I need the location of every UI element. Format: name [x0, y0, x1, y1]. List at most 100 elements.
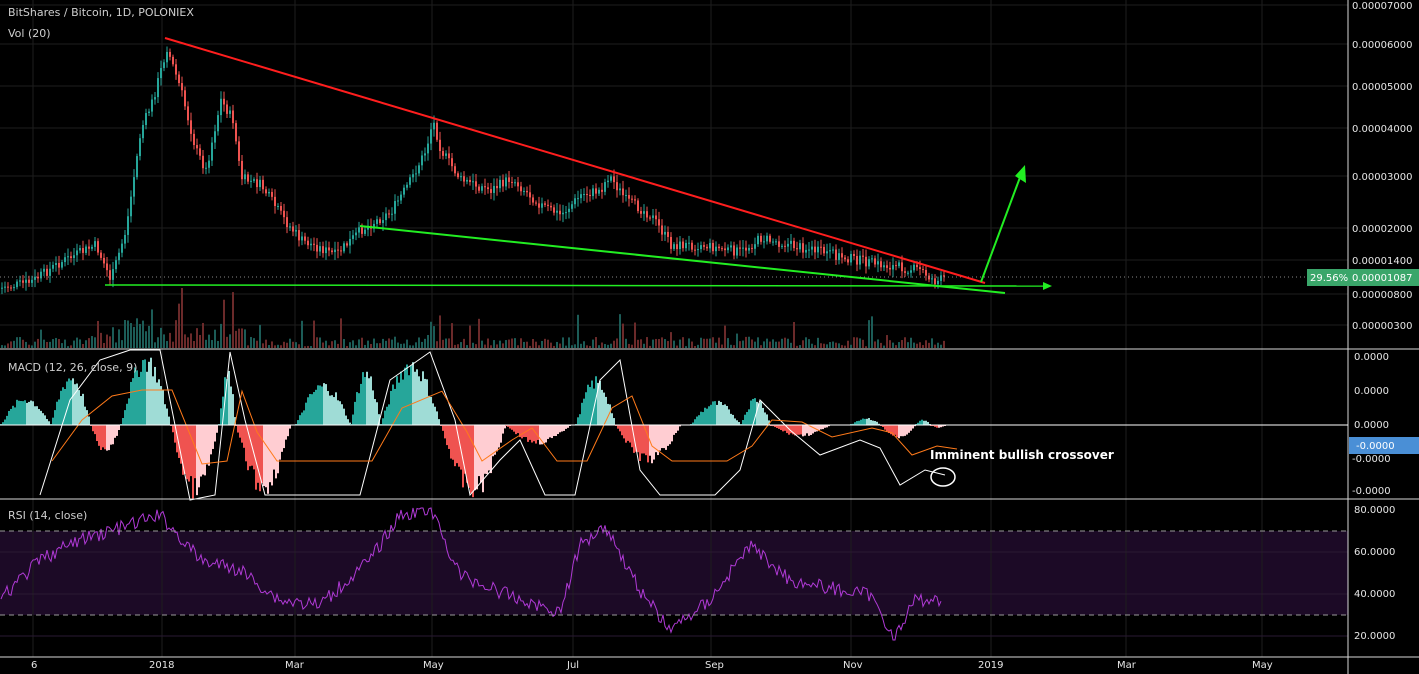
time-tick: Mar — [285, 660, 305, 671]
macd-bar — [140, 371, 142, 425]
volume-bar — [943, 340, 945, 348]
volume-bar — [379, 343, 381, 348]
candle — [154, 97, 156, 100]
volume-bar — [823, 343, 825, 348]
volume-bar — [247, 345, 249, 348]
candle — [487, 187, 489, 190]
volume-bar — [868, 320, 870, 348]
macd-bar — [255, 425, 257, 490]
volume-bar — [370, 344, 372, 348]
candle — [289, 226, 291, 228]
volume-bar — [766, 338, 768, 348]
candle — [568, 208, 570, 213]
volume-bar — [70, 345, 72, 348]
volume-bar — [934, 344, 936, 348]
macd-bar — [281, 425, 283, 452]
macd-bar — [370, 376, 372, 425]
volume-bar — [565, 345, 567, 348]
macd-bar — [20, 401, 22, 425]
macd-bar — [78, 390, 80, 425]
volume-bar — [937, 342, 939, 348]
candle — [781, 245, 783, 247]
candle — [193, 133, 195, 146]
macd-bar — [708, 406, 710, 425]
macd-bar — [448, 425, 450, 449]
candle — [127, 216, 129, 235]
volume-bar — [406, 339, 408, 348]
macd-bar — [303, 410, 305, 425]
macd-bar — [48, 421, 50, 425]
macd-bar — [212, 425, 214, 449]
macd-bar — [220, 408, 222, 425]
macd-bar — [182, 425, 184, 475]
candle — [514, 182, 516, 184]
macd-bar — [812, 425, 814, 434]
macd-bar — [343, 408, 345, 425]
macd-bar — [742, 420, 744, 425]
macd-bar — [529, 425, 531, 440]
macd-bar — [454, 425, 456, 467]
candle — [475, 181, 477, 187]
macd-bar — [16, 399, 18, 425]
candle — [346, 243, 348, 246]
volume-bar — [403, 343, 405, 348]
candle — [595, 188, 597, 194]
macd-bar — [325, 384, 327, 425]
candle — [271, 191, 273, 197]
volume-bar — [205, 339, 207, 348]
candle — [244, 174, 246, 180]
volume-bar — [478, 318, 480, 348]
candle — [301, 236, 303, 241]
candle — [898, 262, 900, 267]
macd-bar — [800, 425, 802, 435]
candle — [226, 104, 228, 114]
macd-bar — [339, 401, 341, 425]
candle — [157, 78, 159, 98]
macd-bar — [637, 425, 639, 453]
macd-bar — [178, 425, 180, 458]
candle — [838, 253, 840, 260]
macd-bar — [398, 382, 400, 425]
macd-bar — [106, 425, 108, 451]
candle — [565, 212, 567, 214]
volume-bar — [415, 342, 417, 348]
macd-bar — [884, 425, 886, 430]
candle — [421, 155, 423, 166]
macd-bar — [279, 425, 281, 460]
rsi-band — [0, 531, 1348, 615]
macd-bar — [605, 396, 607, 425]
volume-bar — [694, 346, 696, 348]
candle — [187, 106, 189, 121]
candle — [250, 180, 252, 182]
macd-bar — [166, 408, 168, 425]
macd-bar — [509, 425, 511, 429]
volume-bar — [58, 339, 60, 348]
volume-bar — [550, 342, 552, 348]
volume-bar — [508, 339, 510, 348]
volume-bar — [319, 337, 321, 348]
candle — [91, 246, 93, 249]
last-price-text: 0.00001087 — [1352, 273, 1412, 284]
macd-bar — [870, 420, 872, 425]
candle — [406, 184, 408, 188]
volume-bar — [661, 337, 663, 348]
macd-bar — [818, 425, 820, 431]
volume-bar — [238, 328, 240, 348]
candle — [58, 263, 60, 268]
macd-bar — [898, 425, 900, 439]
macd-bar — [188, 425, 190, 482]
macd-bar — [108, 425, 110, 451]
macd-bar — [567, 425, 569, 428]
volume-bar — [901, 340, 903, 348]
macd-bar — [780, 425, 782, 430]
candle — [679, 241, 681, 250]
macd-bar — [275, 425, 277, 479]
macd-bar — [878, 423, 880, 425]
macd-bar — [904, 425, 906, 436]
macd-bar — [645, 425, 647, 456]
volume-bar — [346, 346, 348, 348]
volume-bar — [595, 337, 597, 348]
volume-bar — [781, 338, 783, 348]
candle — [517, 182, 519, 187]
macd-bar — [623, 425, 625, 439]
